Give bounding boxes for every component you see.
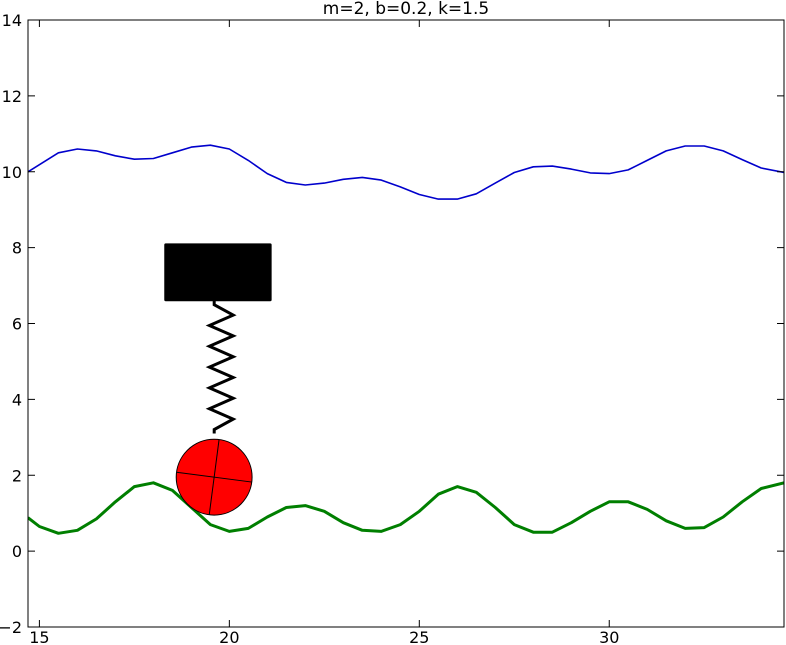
- plot-area: −2 0 2 4 6 8 10 12 14 15 20 25 30: [0, 11, 785, 645]
- data-layer: [28, 144, 784, 535]
- y-tick-label: −2: [0, 618, 22, 637]
- y-tick-label: 12: [2, 87, 22, 106]
- y-tick-label: 8: [12, 239, 22, 258]
- x-tick-label: 30: [599, 628, 619, 645]
- y-tick-label: 10: [2, 163, 22, 182]
- chart-title: m=2, b=0.2, k=1.5: [323, 0, 489, 19]
- series-line-1: [28, 144, 784, 200]
- y-tick-label: 0: [12, 542, 22, 561]
- x-tick-label: 15: [29, 628, 49, 645]
- series-line-2: [28, 481, 784, 535]
- y-tick-label: 2: [12, 466, 22, 485]
- block-rect: [164, 243, 272, 302]
- plot-frame: [27, 19, 785, 628]
- x-tick-label: 20: [219, 628, 239, 645]
- spring-line: [205, 300, 237, 434]
- y-tick-label: 14: [2, 11, 22, 30]
- wheel-spoke-2: [208, 439, 220, 515]
- y-tick-label: 6: [12, 315, 22, 334]
- x-tick-label: 25: [409, 628, 429, 645]
- y-tick-label: 4: [12, 390, 22, 409]
